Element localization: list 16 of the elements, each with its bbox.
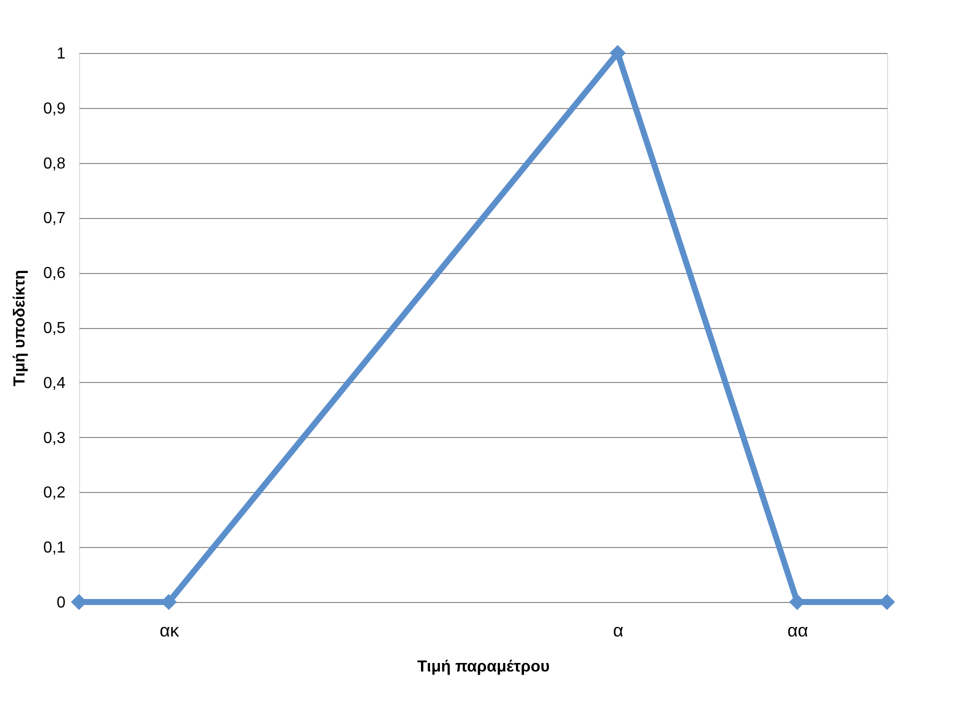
y-tick-label: 0,9 <box>43 100 66 118</box>
x-axis-title: Τιμή παραμέτρου <box>417 658 550 676</box>
x-tick-label: ακ <box>160 620 180 640</box>
y-tick-label: 0,7 <box>43 210 66 228</box>
y-tick-label: 0 <box>56 594 66 612</box>
y-tick-label: 0,4 <box>43 374 66 392</box>
x-tick-label: α <box>612 620 624 640</box>
y-tick-label: 0,1 <box>43 540 66 557</box>
y-tick-label: 0,5 <box>43 320 66 337</box>
x-tick-label: αα <box>787 620 808 640</box>
y-tick-label: 0,6 <box>43 265 66 282</box>
y-tick-label: 1 <box>56 46 66 62</box>
y-tick-label: 0,2 <box>43 484 66 502</box>
y-tick-label: 0,3 <box>43 430 66 447</box>
y-axis-title: Τιμή υποδείκτη <box>11 270 28 386</box>
y-tick-label: 0,8 <box>43 155 66 172</box>
